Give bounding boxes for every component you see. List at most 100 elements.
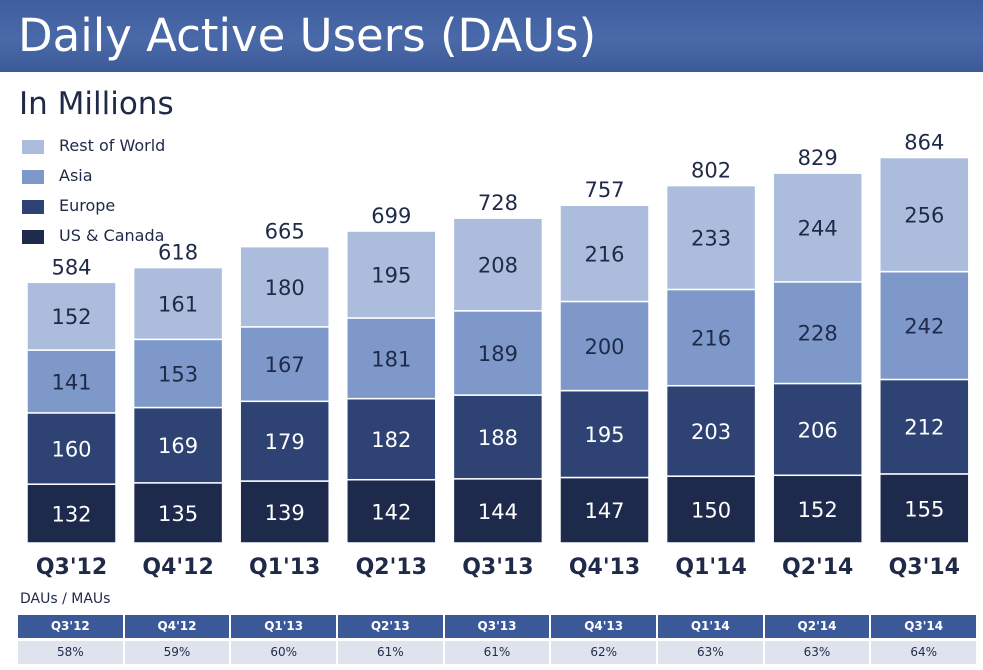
- bar-segment: [346, 397, 437, 481]
- x-tick-label: Q1'14: [675, 555, 746, 580]
- bar-segment: [559, 204, 650, 303]
- bar-segment: [665, 475, 757, 544]
- bar-segment: [772, 172, 863, 283]
- x-tick-label: Q2'13: [356, 555, 427, 580]
- table-value-cell: 61%: [337, 641, 443, 664]
- bar-segment: [452, 217, 544, 312]
- data-label: 132: [51, 503, 91, 527]
- bar-segment: [239, 245, 330, 328]
- data-label: 139: [265, 501, 305, 525]
- data-label: 169: [158, 434, 198, 458]
- table-header-cell: Q1'14: [657, 615, 763, 638]
- data-label: 180: [265, 276, 305, 300]
- chart-subtitle: In Millions: [19, 86, 174, 122]
- data-label: 228: [798, 322, 838, 346]
- total-label: 802: [691, 159, 731, 183]
- data-label: 147: [584, 499, 624, 523]
- table-value-cell: 64%: [871, 641, 976, 664]
- x-tick-label: Q1'13: [249, 555, 320, 580]
- x-tick-label: Q4'13: [569, 555, 640, 580]
- header-banner: Daily Active Users (DAUs): [0, 0, 983, 72]
- table-value-cell: 61%: [444, 641, 550, 664]
- data-label: 144: [478, 500, 518, 524]
- table-value-cell: 62%: [551, 641, 656, 664]
- legend-swatch: [22, 200, 44, 214]
- table-header-cell: Q4'13: [551, 615, 656, 638]
- bar-segment: [452, 478, 544, 544]
- bar-segment: [879, 270, 970, 381]
- data-label: 256: [904, 204, 944, 228]
- bar-segment: [132, 266, 224, 341]
- table-header-cell: Q1'13: [231, 615, 336, 638]
- legend-swatch: [22, 170, 44, 184]
- bar-segment: [879, 156, 970, 273]
- dau-mau-table: Q3'12 Q4'12 Q1'13 Q2'13 Q3'13 Q4'13 Q1'14 Q2'14…: [18, 615, 976, 664]
- table-header-cell: Q2'13: [337, 615, 443, 638]
- x-tick-label: Q3'14: [889, 555, 960, 580]
- data-label: 233: [691, 227, 731, 251]
- bar-segment: [665, 288, 757, 387]
- bar-segment: [26, 412, 117, 485]
- data-label: 142: [371, 500, 411, 524]
- table-header-cell: Q3'13: [444, 615, 550, 638]
- legend-swatch: [22, 230, 44, 244]
- data-label: 208: [478, 254, 518, 278]
- legend-label: Europe: [59, 196, 115, 215]
- data-label: 216: [691, 327, 731, 351]
- data-label: 189: [478, 342, 518, 366]
- total-label: 728: [478, 191, 518, 215]
- bar-segment: [26, 281, 117, 351]
- legend-label: Asia: [59, 166, 93, 185]
- data-label: 244: [798, 217, 838, 241]
- x-tick-label: Q2'14: [782, 555, 853, 580]
- total-label: 864: [904, 131, 944, 155]
- data-label: 212: [904, 416, 944, 440]
- data-label: 188: [478, 426, 518, 450]
- bar-segment: [452, 310, 544, 396]
- table-value-cell: 59%: [124, 641, 230, 664]
- bar-segment: [559, 300, 650, 392]
- table-value-cell: 63%: [657, 641, 763, 664]
- data-label: 152: [51, 305, 91, 329]
- data-label: 141: [51, 370, 91, 394]
- table-value-cell: 58%: [18, 641, 123, 664]
- bar-segment: [132, 406, 224, 484]
- data-label: 150: [691, 499, 731, 523]
- total-label: 829: [798, 146, 838, 170]
- table-value-cell: 63%: [764, 641, 870, 664]
- page-title: Daily Active Users (DAUs): [18, 9, 597, 62]
- data-label: 216: [584, 242, 624, 266]
- data-label: 195: [371, 264, 411, 288]
- data-label: 179: [265, 430, 305, 454]
- bar-segment: [346, 317, 437, 400]
- data-label: 161: [158, 292, 198, 316]
- bar-segment: [346, 230, 437, 319]
- dau-mau-label: DAUs / MAUs: [20, 591, 111, 607]
- bar-segment: [559, 476, 650, 544]
- bar-segment: [879, 378, 970, 475]
- data-label: 155: [904, 497, 944, 521]
- legend-label: Rest of World: [59, 136, 165, 155]
- data-label: 200: [584, 335, 624, 359]
- data-label: 181: [371, 347, 411, 371]
- dau-stacked-bar-chart: Rest of World Asia Europe US & Canada 132 160…: [22, 131, 970, 580]
- bar-segment: [559, 389, 650, 479]
- total-label: 699: [371, 204, 411, 228]
- table-value-cell: 60%: [231, 641, 336, 664]
- bar-segment: [772, 474, 863, 544]
- data-label: 160: [51, 438, 91, 462]
- x-tick-label: Q4'12: [142, 555, 213, 580]
- data-label: 203: [691, 420, 731, 444]
- legend-swatch: [22, 140, 44, 154]
- table-header-cell: Q4'12: [124, 615, 230, 638]
- legend-label: US & Canada: [59, 226, 164, 245]
- bar-segment: [772, 281, 863, 385]
- total-label: 584: [51, 255, 91, 279]
- total-label: 757: [584, 178, 624, 202]
- table-header-cell: Q3'14: [871, 615, 976, 638]
- data-label: 206: [798, 418, 838, 442]
- data-label: 182: [371, 428, 411, 452]
- bar-segment: [452, 394, 544, 480]
- bar-segment: [239, 400, 330, 482]
- total-label: 665: [265, 220, 305, 244]
